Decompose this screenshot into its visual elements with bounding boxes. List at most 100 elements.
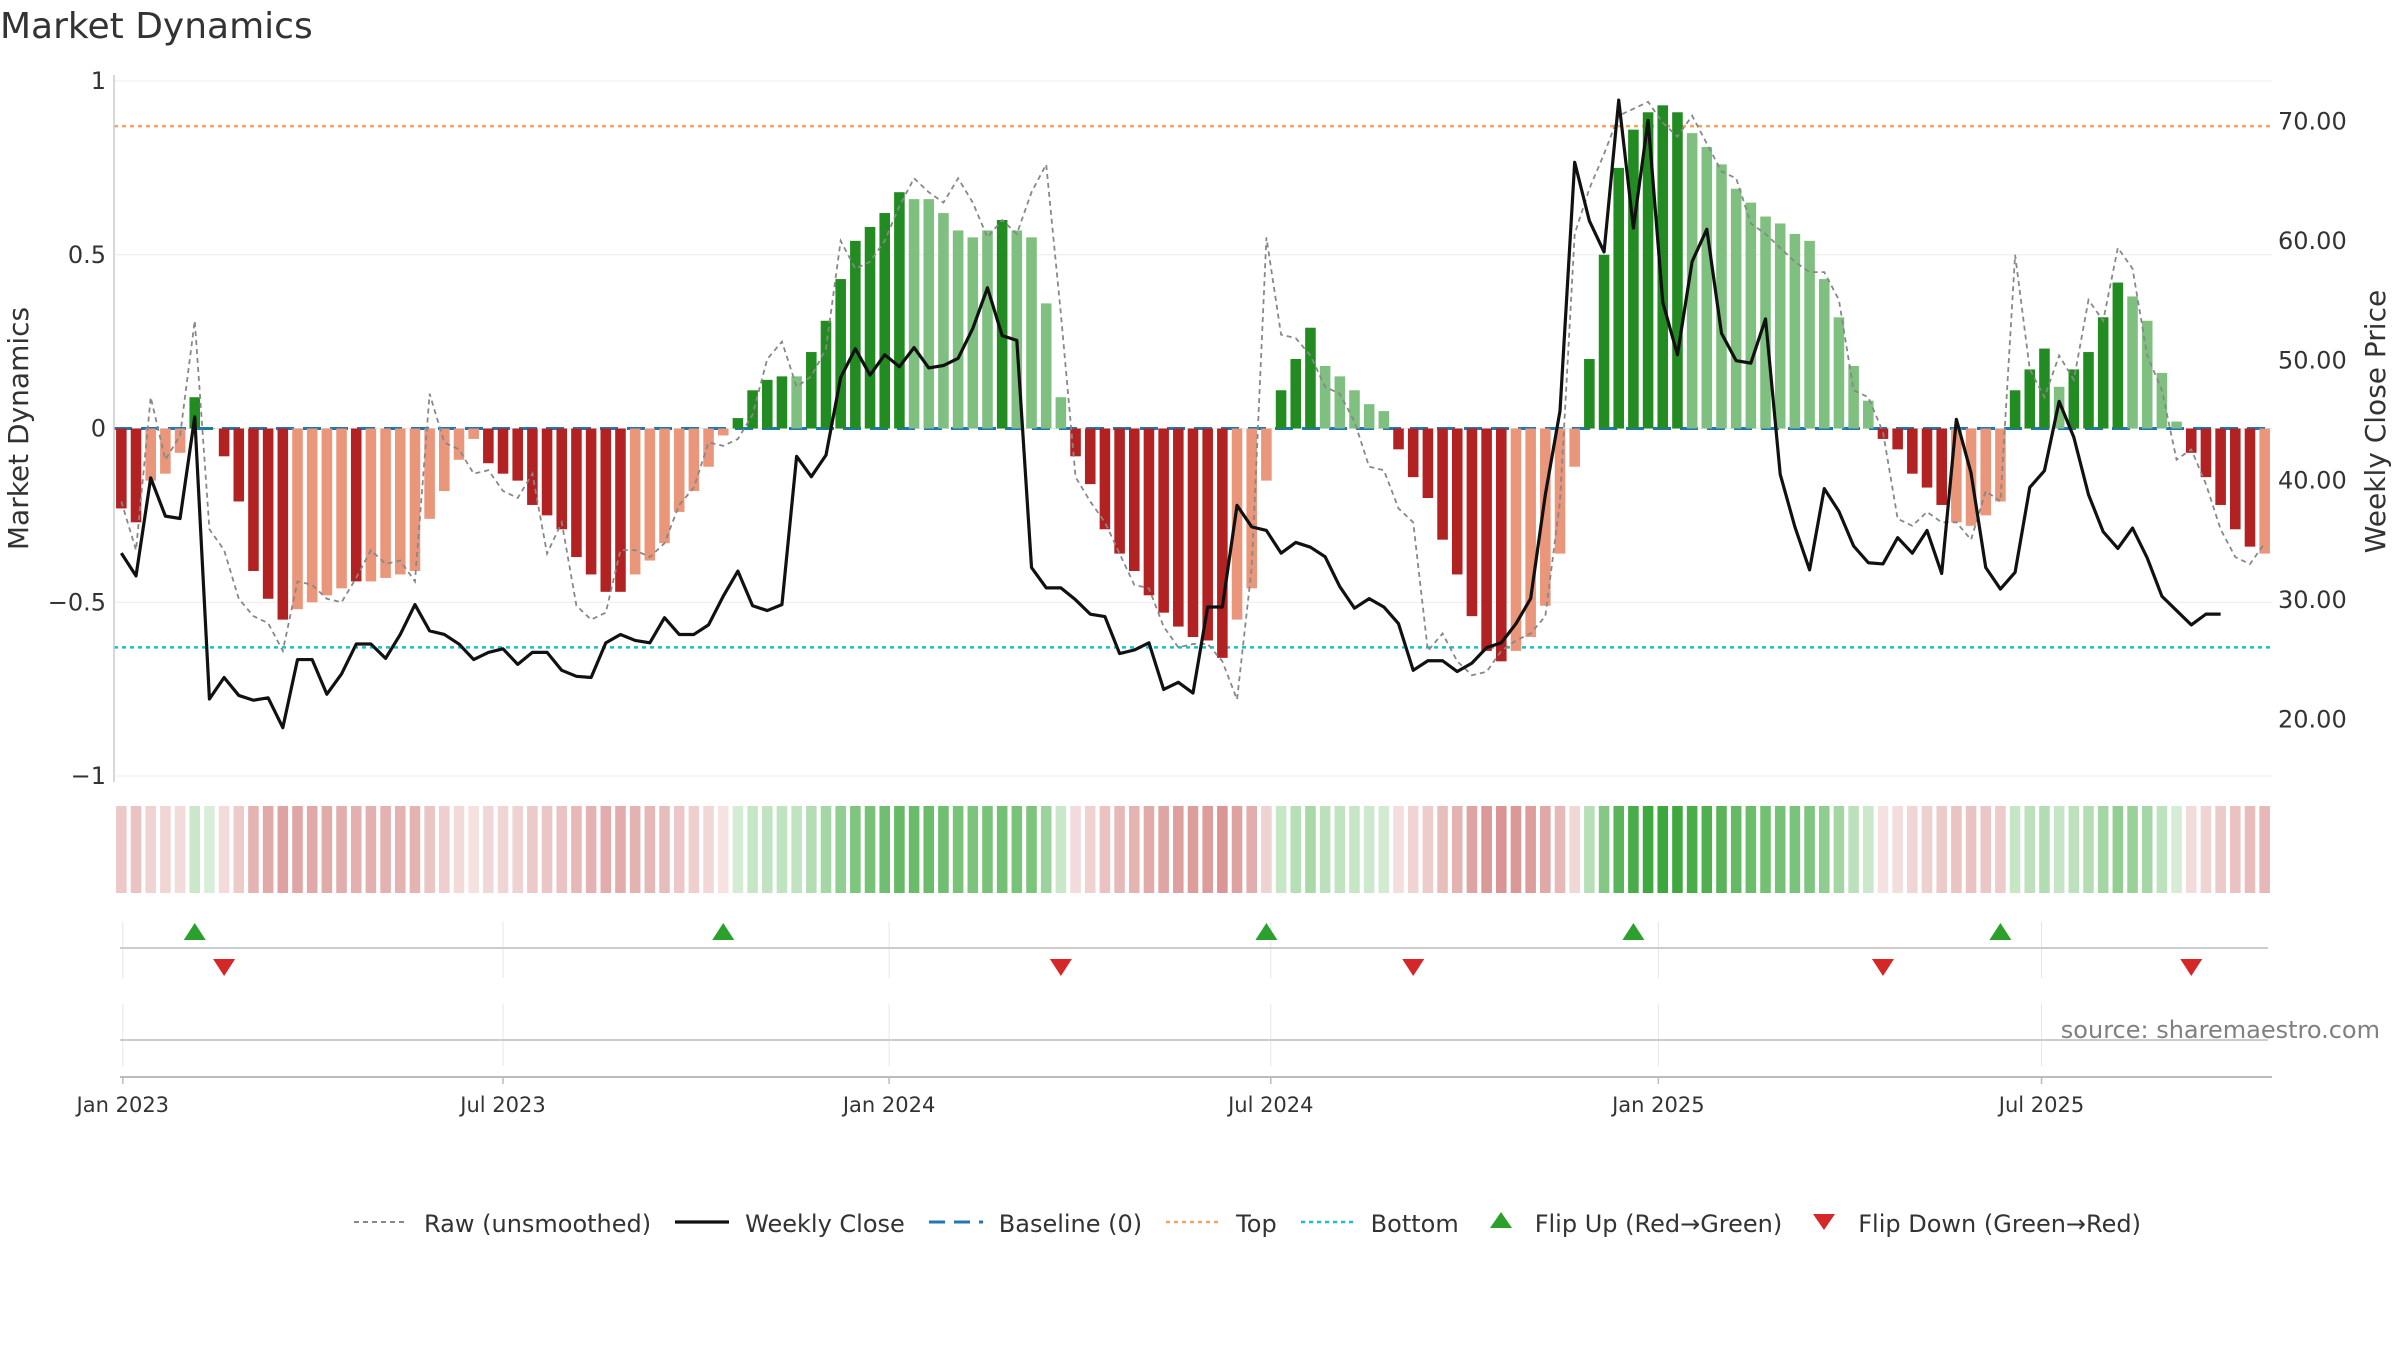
heat-strip-cell [629,806,641,893]
dynamics-bar [2112,282,2124,429]
dynamics-bar [952,230,964,429]
heat-strip-cell [1716,806,1727,893]
legend-item: Flip Up (Red→Green) [1481,1210,1782,1238]
source-credit: source: sharemaestro.com [2060,1016,2380,1044]
heat-strip-cell [717,806,729,893]
dynamics-bar [1040,303,1052,429]
heat-strip-cell [1892,806,1903,893]
dynamics-bar [1716,164,1727,429]
heat-strip-cell [1804,806,1815,893]
heat-strip-cell [600,806,612,893]
x-tick-label: Jul 2024 [1226,1093,1313,1117]
dynamics-bar [189,397,201,429]
dynamics-bar [2127,296,2138,429]
heat-strip-cell [174,806,186,893]
y2-tick-label: 30.00 [2278,586,2347,614]
dynamics-bar [1114,428,1125,554]
dynamics-bar [1173,428,1184,627]
heat-strip-cell [512,806,523,893]
heat-strip-cell [1334,806,1346,893]
heat-strip-cell [938,806,949,893]
dynamics-bar [1217,428,1228,658]
raw-unsmoothed-line [120,100,2266,700]
dynamics-bar [1540,428,1551,606]
dynamics-bar [336,428,347,589]
dynamics-bar [2156,372,2168,429]
dynamics-bar [791,376,802,429]
heat-strip-cell [1965,806,1977,893]
dynamics-bar [1261,428,1272,481]
heat-strip-cell [1774,806,1786,893]
heat-strip-cell [1099,806,1111,893]
heat-strip-cell [2112,806,2124,893]
heat-strip-cell [1070,806,1081,893]
dynamics-bar [1598,254,1610,429]
dynamics-bar [1070,428,1081,457]
heat-strip-cell [908,806,920,893]
heat-strip-cell [1158,806,1169,893]
dynamics-bar [982,230,993,429]
flip-up-marker [1622,923,1645,940]
heat-strip-cell [806,806,817,893]
flip-down-marker [1871,959,1894,976]
flip-markers [120,923,2268,1041]
dynamics-bar [483,428,494,464]
dynamics-bar [204,428,215,429]
y2-tick-label: 40.00 [2278,466,2347,494]
dynamics-bar [1525,428,1536,637]
dynamics-bar [644,428,656,561]
dynamics-bar [1084,428,1096,485]
heat-strip-cell [1319,806,1331,893]
legend-label: Top [1236,1210,1277,1238]
dynamics-bar [1892,428,1903,450]
legend-item: Weekly Close [673,1210,905,1238]
dynamics-bar [262,428,274,599]
dynamics-bar [732,418,744,429]
dynamics-bar [776,376,788,429]
heat-strip-cell [439,806,450,893]
heat-strip-cell [1584,806,1595,893]
heat-strip-cell [820,806,832,893]
dynamics-bar [938,213,949,429]
heat-strip-cell [1848,806,1859,893]
heat-strip-cell [2244,806,2256,893]
dynamics-bar [1936,428,1947,505]
dynamics-bar [277,428,289,620]
dynamics-bar [527,428,538,505]
heat-strip-cell [218,806,230,893]
heat-strip-cell [1833,806,1845,893]
heat-strip-cell [923,806,935,893]
heat-strip-cell [497,806,509,893]
legend-swatch-icon [927,1210,985,1238]
x-tick-label: Jul 2025 [1997,1093,2084,1117]
heat-strip-cell [1672,806,1683,893]
x-tick-label: Jan 2024 [841,1093,936,1117]
heat-strip-cell [1730,806,1742,893]
dynamics-bar [1672,112,1683,429]
y-tick-label: 0 [91,415,106,443]
dynamics-bar [571,428,582,558]
dynamics-bar [424,428,435,519]
heat-strip-cell [967,806,979,893]
dynamics-bar [659,428,670,544]
dynamics-bar [1099,428,1111,530]
heat-strip-cell [1407,806,1419,893]
legend-label: Weekly Close [745,1210,905,1238]
heat-strip-cell [2230,806,2241,893]
heat-strip-cell [468,806,479,893]
dynamics-bar [908,199,920,429]
dynamics-bar [2215,428,2226,505]
dynamics-bar [2171,421,2182,429]
dynamics-bar [1246,428,1258,589]
legend-swatch-icon [1299,1210,1357,1238]
heat-strip-cell [1525,806,1536,893]
heat-strip-cell [2141,806,2153,893]
dynamics-bar [850,240,861,429]
dynamics-bar [1128,428,1140,571]
dynamics-bar [321,428,333,596]
heat-strip-cell [1745,806,1757,893]
heat-strip-cell [1863,806,1874,893]
heat-strip-cell [2053,806,2065,893]
dynamics-bar [688,428,700,492]
dynamics-bar [1011,230,1023,429]
